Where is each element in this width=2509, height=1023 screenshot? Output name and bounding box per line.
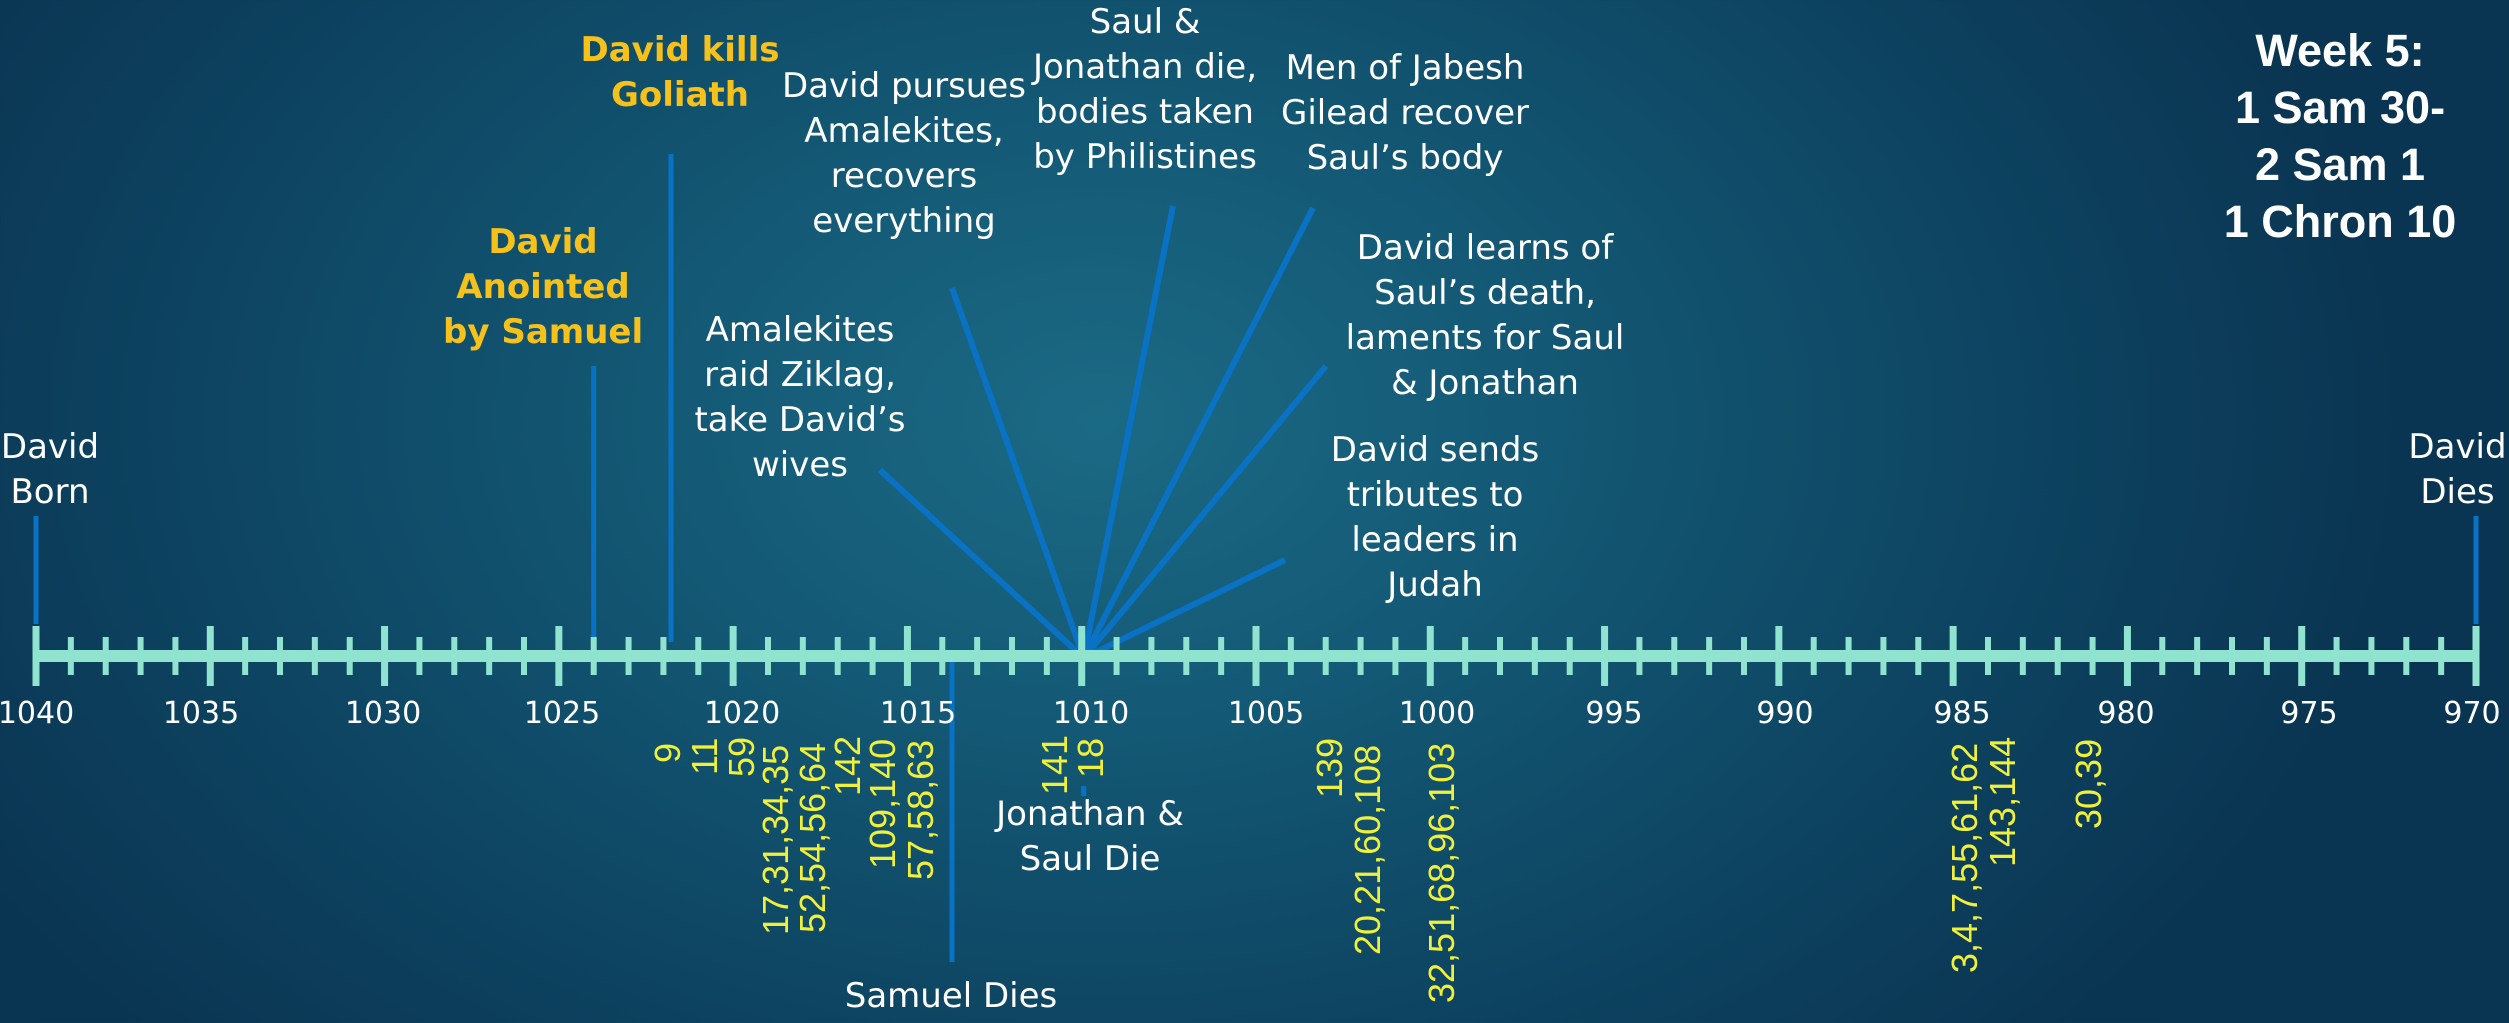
year-label-1015: 1015 — [879, 696, 957, 731]
event-amalekites-raid-ziklag: Amalekites raid Ziklag, take David’s wiv… — [694, 310, 906, 485]
event-david-born: David Born — [0, 427, 100, 512]
leader-david-pursues — [949, 286, 1087, 660]
psalm-ref: 3,4,7,55,61,62 — [1944, 742, 1985, 973]
event-saul-jonathan-die-bodies: Saul & Jonathan die, bodies taken by Phi… — [1032, 2, 1258, 177]
year-label-1010: 1010 — [1052, 696, 1130, 731]
year-label-1020: 1020 — [703, 696, 781, 731]
year-label-985: 985 — [1933, 696, 1991, 731]
event-david-anointed: David Anointed by Samuel — [443, 222, 644, 352]
event-leader-lines — [33, 154, 2479, 962]
psalm-ref: 52,54,56,64 — [792, 742, 833, 933]
event-jonathan-saul-die: Jonathan & Saul Die — [996, 794, 1184, 879]
event-david-learns-of-sauls-death: David learns of Saul’s death, laments fo… — [1345, 228, 1625, 403]
event-david-kills-goliath: David kills Goliath — [580, 30, 780, 115]
year-label-1005: 1005 — [1227, 696, 1305, 731]
psalm-ref: 57,58,63 — [900, 739, 941, 880]
psalm-ref: 139 — [1309, 737, 1350, 798]
psalm-ref: 30,39 — [2068, 738, 2109, 829]
year-label-1025: 1025 — [523, 696, 601, 731]
year-label-970: 970 — [2443, 696, 2501, 731]
week-title: Week 5: 1 Sam 30- 2 Sam 1 1 Chron 10 — [2223, 25, 2457, 247]
leader-amalekites-raid — [877, 467, 1086, 661]
leader-saul-jonathan-die — [1080, 205, 1176, 659]
psalm-ref: 18 — [1070, 737, 1111, 778]
psalm-ref: 17,31,34,35 — [755, 744, 796, 935]
psalm-ref: 11 — [684, 737, 725, 775]
event-david-sends-tributes: David sends tributes to leaders in Judah — [1330, 430, 1540, 605]
year-label-1030: 1030 — [344, 696, 422, 731]
timeline-axis — [32, 626, 2480, 686]
psalm-ref: 20,21,60,108 — [1347, 744, 1388, 955]
psalm-ref: 9 — [647, 742, 688, 763]
year-label-975: 975 — [2280, 696, 2338, 731]
event-david-dies: David Dies — [2408, 427, 2507, 512]
psalm-ref: 32,51,68,96,103 — [1421, 742, 1462, 1003]
year-label-1035: 1035 — [162, 696, 240, 731]
event-samuel-dies: Samuel Dies — [844, 976, 1058, 1016]
leader-jabesh-gilead — [1081, 206, 1316, 660]
year-label-995: 995 — [1585, 696, 1643, 731]
year-label-1040: 1040 — [0, 696, 75, 731]
event-men-of-jabesh-gilead: Men of Jabesh Gilead recover Saul’s body — [1280, 48, 1530, 178]
event-david-pursues-amalekites: David pursues Amalekites, recovers every… — [782, 66, 1026, 241]
psalm-ref: 142 — [827, 735, 868, 796]
psalm-ref: 143,144 — [1982, 736, 2023, 867]
psalm-ref: 109,140 — [862, 738, 903, 869]
year-label-980: 980 — [2097, 696, 2155, 731]
year-label-1000: 1000 — [1398, 696, 1476, 731]
psalm-ref: 141 — [1034, 734, 1075, 795]
year-label-990: 990 — [1756, 696, 1814, 731]
leader-david-learns — [1081, 364, 1329, 660]
